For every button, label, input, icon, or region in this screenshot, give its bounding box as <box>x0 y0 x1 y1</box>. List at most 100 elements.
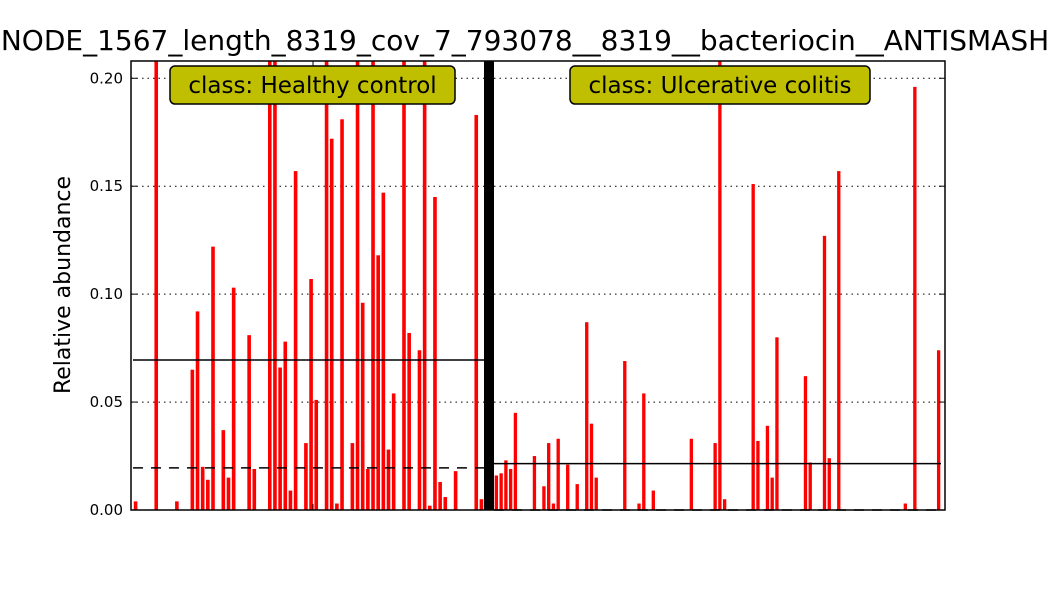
bar <box>623 361 627 510</box>
class-label-box-uc <box>569 65 871 105</box>
bar <box>190 369 195 510</box>
bar <box>689 438 694 510</box>
bar <box>267 61 272 510</box>
bar <box>751 184 755 511</box>
bar <box>273 61 277 510</box>
bar <box>453 471 458 510</box>
y-tick-label: 0.15 <box>90 177 123 195</box>
bar <box>309 279 313 510</box>
class-label-text-uc: class: Ulcerative colitis <box>588 73 851 99</box>
bar <box>371 61 375 510</box>
bar <box>651 490 655 510</box>
bar <box>713 443 717 510</box>
y-tick-label: 0.05 <box>90 393 123 411</box>
bar <box>247 335 251 510</box>
y-axis-label: Relative abundance <box>51 176 76 394</box>
bar <box>913 86 917 511</box>
bar <box>551 503 556 510</box>
bar <box>438 481 442 510</box>
bar <box>391 393 396 510</box>
bar <box>407 332 411 510</box>
bar <box>822 235 827 510</box>
y-axis-ticks: 0.00 0.05 0.10 0.15 0.20 <box>90 61 945 519</box>
bar <box>133 501 138 510</box>
bar <box>594 477 598 510</box>
bar <box>206 479 210 510</box>
bar <box>803 376 808 510</box>
bar <box>278 367 282 510</box>
bar <box>252 468 257 510</box>
plot-frame <box>130 60 946 511</box>
bar <box>936 350 941 510</box>
bar <box>479 499 484 510</box>
bar <box>837 171 841 510</box>
class-label-box-healthy <box>169 65 456 105</box>
bar <box>381 192 386 510</box>
bar <box>575 484 579 510</box>
bar <box>542 486 546 510</box>
bar <box>231 287 236 510</box>
bar <box>283 341 288 511</box>
bar <box>513 412 518 510</box>
bar <box>304 443 308 510</box>
bar <box>585 322 589 510</box>
bar <box>226 477 231 510</box>
y-tick-label: 0.00 <box>90 501 123 519</box>
bar <box>770 477 774 510</box>
y-tick-label: 0.20 <box>90 69 123 87</box>
bar <box>756 440 760 510</box>
bar <box>195 311 200 510</box>
class-separator <box>484 61 494 510</box>
bar <box>722 499 727 510</box>
bar <box>200 466 205 510</box>
bar <box>154 61 159 510</box>
bar <box>324 61 329 510</box>
bar <box>427 505 432 510</box>
class-label-uc: class: Ulcerative colitis <box>569 65 871 105</box>
bar <box>376 255 380 510</box>
bar <box>350 443 355 510</box>
bar <box>556 438 560 510</box>
bar <box>637 503 641 510</box>
bar <box>532 456 537 510</box>
bar <box>417 350 422 510</box>
bar <box>433 197 437 510</box>
bar <box>566 464 570 510</box>
bar <box>314 399 319 510</box>
bar <box>221 430 226 510</box>
bar <box>718 61 722 510</box>
bar <box>499 473 503 510</box>
bar <box>474 114 479 510</box>
bar <box>765 425 770 510</box>
chart-title: NODE_1567_length_8319_cov_7_793078__8319… <box>1 24 1049 57</box>
bar <box>547 443 551 510</box>
bar <box>402 61 406 510</box>
bar <box>329 138 334 510</box>
bar <box>386 449 391 510</box>
class-label-text-healthy: class: Healthy control <box>188 73 436 99</box>
bar <box>642 393 646 510</box>
class-label-healthy: class: Healthy control <box>169 65 456 105</box>
bar <box>335 503 339 510</box>
bar <box>827 458 831 510</box>
bar <box>422 61 427 510</box>
bar <box>360 302 365 510</box>
bar <box>293 171 298 510</box>
grid-lines <box>131 77 945 403</box>
bar <box>903 503 907 510</box>
bar <box>366 468 370 510</box>
bar <box>355 61 360 510</box>
bar <box>175 501 179 510</box>
y-tick-label: 0.10 <box>90 285 123 303</box>
bar <box>288 490 293 510</box>
bar <box>340 119 344 510</box>
bar <box>508 468 513 510</box>
bar <box>443 497 448 510</box>
bar <box>504 460 508 510</box>
bars <box>133 61 941 511</box>
bar <box>775 337 779 510</box>
bar <box>589 423 594 510</box>
bar <box>211 246 215 510</box>
bar <box>808 462 812 510</box>
